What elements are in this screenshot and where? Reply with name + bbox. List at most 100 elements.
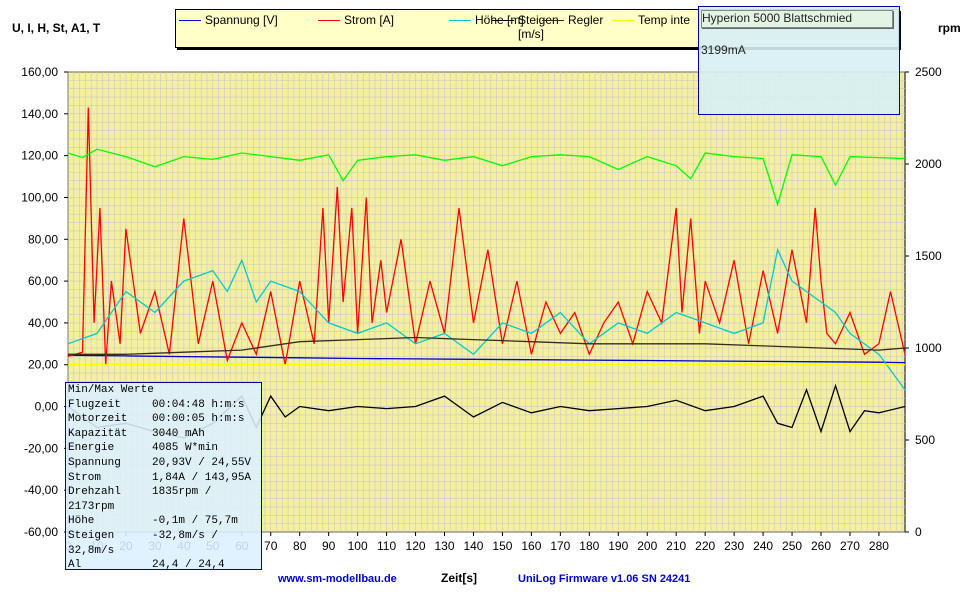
left-tick-label: 0,00 <box>35 400 59 414</box>
series-line-spannung-v <box>67 354 906 364</box>
legend-label: Steigen [m/s] <box>518 13 559 41</box>
left-tick-label: 20,00 <box>28 358 58 372</box>
stats-value: 20,93V / 24,55V <box>152 456 252 469</box>
right-tick-label: 0 <box>915 525 922 539</box>
stats-key: 2173rpm <box>68 500 115 513</box>
left-tick-label: 120,00 <box>21 149 58 163</box>
x-tick-label: 170 <box>550 539 570 553</box>
legend-swatch <box>179 20 201 22</box>
x-tick-label: 210 <box>666 539 686 553</box>
left-axis-title: U, I, H, St, A1, T <box>12 21 101 35</box>
legend-item: Regler <box>542 13 603 27</box>
legend-item: Spannung [V] <box>179 13 278 27</box>
stats-row: Höhe -0,1m / 75,7m <box>66 514 261 529</box>
stats-row: 2173rpm <box>66 500 261 515</box>
stats-key: Al <box>68 559 82 570</box>
right-tick-label: 2500 <box>915 65 942 79</box>
stats-row: Spannung 20,93V / 24,55V <box>66 456 261 471</box>
stats-row: 32,8m/s <box>66 544 261 559</box>
footer-url[interactable]: www.sm-modellbau.de <box>277 573 397 585</box>
stats-value: 00:00:05 h:m:s <box>152 413 245 426</box>
legend-item: Höhe [m] <box>449 13 524 27</box>
right-tick-label: 2000 <box>915 157 942 171</box>
stats-box: Min/Max Werte Flugzeit 00:04:48 h:m:s Moto… <box>65 382 262 570</box>
legend-label: Höhe [m] <box>475 13 524 27</box>
x-tick-label: 230 <box>724 539 744 553</box>
stats-row: Steigen -32,8m/s / <box>66 529 261 544</box>
stats-value: 4085 W*min <box>152 442 219 455</box>
left-axis: 160,00 140,00 120,00 100,00 80,00 60,00 40,00 2… <box>21 65 68 539</box>
stats-key: Drehzahl <box>68 486 121 499</box>
x-tick-label: 220 <box>695 539 715 553</box>
x-tick-label: 80 <box>293 539 307 553</box>
series-line-h-he-m <box>67 247 906 391</box>
legend-label: Spannung [V] <box>205 13 278 27</box>
x-tick-label: 70 <box>264 539 278 553</box>
left-tick-label: -40,00 <box>24 483 58 497</box>
annotation-value: 3199mA <box>701 43 746 57</box>
stats-key: Energie <box>68 442 115 455</box>
x-tick-label: 200 <box>637 539 657 553</box>
stats-value: 00:04:48 h:m:s <box>152 398 245 411</box>
stats-value: 1835rpm / <box>152 486 212 499</box>
x-tick-label: 270 <box>840 539 860 553</box>
left-tick-label: -20,00 <box>24 441 58 455</box>
x-axis-title: Zeit[s] <box>441 571 477 585</box>
stats-value: 24,4 / 24,4 <box>152 559 225 570</box>
stats-key: Kapazität <box>68 427 128 440</box>
right-tick-label: 500 <box>915 433 935 447</box>
stats-row: Kapazität 3040 mAh <box>66 427 261 442</box>
x-tick-label: 250 <box>782 539 802 553</box>
x-tick-label: 180 <box>579 539 599 553</box>
legend-item: Temp inte <box>612 13 690 27</box>
left-tick-label: 60,00 <box>28 274 58 288</box>
right-tick-label: 1000 <box>915 341 942 355</box>
right-axis-title: rpm <box>938 21 961 35</box>
stats-header: Min/Max Werte <box>68 384 154 396</box>
legend-item: Steigen [m/s] <box>492 13 559 41</box>
x-tick-label: 150 <box>492 539 512 553</box>
stats-row: Drehzahl 1835rpm / <box>66 485 261 500</box>
left-tick-label: -60,00 <box>24 525 58 539</box>
right-tick-label: 1500 <box>915 249 942 263</box>
stats-value: 1,84A / 143,95A <box>152 471 252 484</box>
series-line-strom-a <box>67 107 906 365</box>
legend-label: Regler <box>568 13 604 27</box>
stats-value: -0,1m / 75,7m <box>152 515 238 528</box>
stats-row: Energie 4085 W*min <box>66 441 261 456</box>
left-tick-label: 160,00 <box>21 65 58 79</box>
stats-key: Motorzeit <box>68 413 128 426</box>
stats-key: 32,8m/s <box>68 544 115 557</box>
legend-item: Strom [A] <box>318 13 394 27</box>
legend-label: Strom [A] <box>344 13 395 27</box>
x-tick-label: 110 <box>377 539 396 553</box>
legend-swatch <box>492 20 514 22</box>
stats-value: -32,8m/s / <box>152 529 219 542</box>
x-tick-label: 140 <box>463 539 483 553</box>
stats-row: Strom 1,84A / 143,95A <box>66 471 261 486</box>
stats-key: Steigen <box>68 529 115 542</box>
stats-value: 3040 mAh <box>152 427 205 440</box>
stats-row: Flugzeit 00:04:48 h:m:s <box>66 398 261 413</box>
annotation-title: Hyperion 5000 Blattschmied <box>701 10 893 28</box>
series-line-drehzahl-rpm <box>67 148 906 207</box>
x-tick-label: 100 <box>348 539 368 553</box>
x-tick-label: 90 <box>322 539 336 553</box>
left-tick-label: 40,00 <box>28 316 58 330</box>
x-tick-label: 190 <box>608 539 628 553</box>
stats-key: Höhe <box>68 515 95 528</box>
x-tick-label: 120 <box>406 539 426 553</box>
left-tick-label: 140,00 <box>21 107 58 121</box>
stats-key: Strom <box>68 471 102 484</box>
x-tick-label: 130 <box>434 539 454 553</box>
stats-key: Spannung <box>68 456 121 469</box>
left-tick-label: 100,00 <box>21 190 58 204</box>
legend-swatch <box>449 20 471 22</box>
annotation-box: Hyperion 5000 Blattschmied 3199mA <box>698 6 900 115</box>
stats-row: Al 24,4 / 24,4 <box>66 558 261 570</box>
x-tick-label: 260 <box>811 539 831 553</box>
legend-swatch <box>612 20 634 22</box>
x-tick-label: 160 <box>521 539 541 553</box>
legend-swatch <box>318 20 340 22</box>
stats-key: Flugzeit <box>68 398 121 411</box>
